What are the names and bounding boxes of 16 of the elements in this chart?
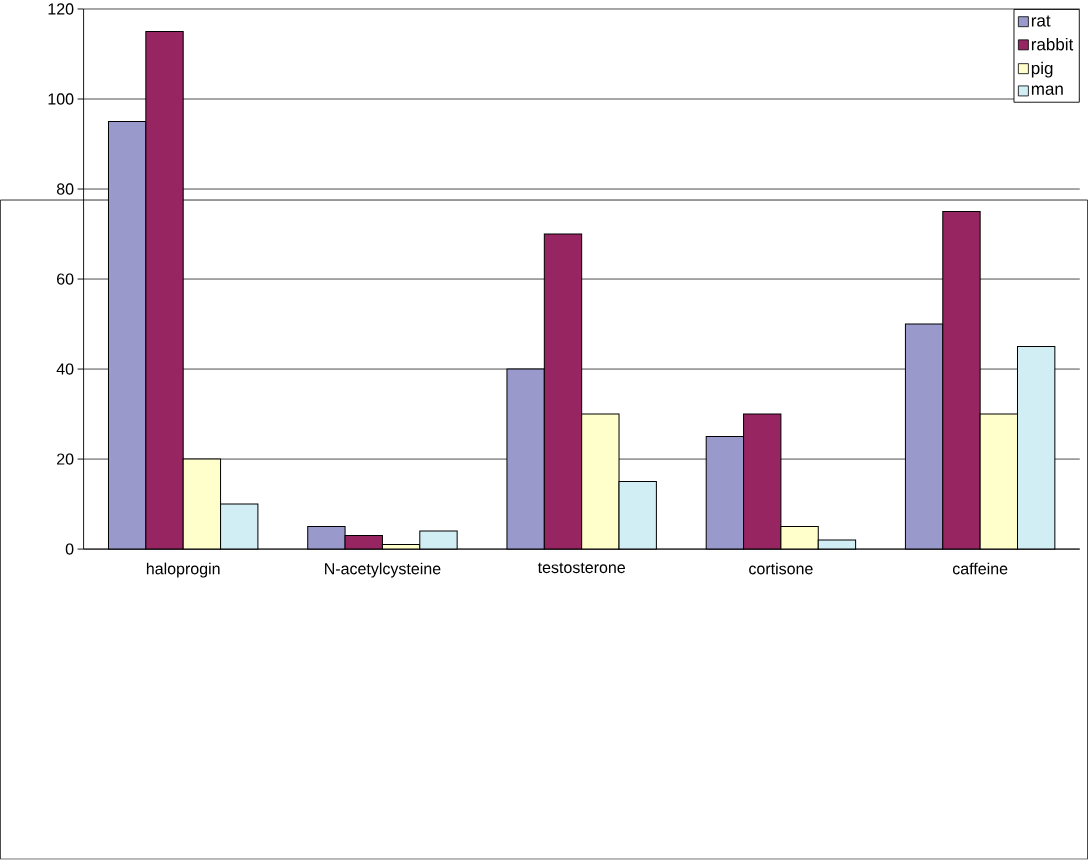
legend-label: man [1031, 85, 1063, 96]
legend-label: rabbit [1031, 38, 1074, 51]
legend-label: rat [1031, 15, 1051, 27]
y-tick-label: 60 [57, 273, 74, 285]
x-tick-label: N-acetylcysteine [325, 562, 441, 578]
y-tick-label: 40 [56, 363, 74, 375]
y-tick-label: 20 [57, 453, 74, 465]
y-tick-label: 0 [65, 543, 74, 555]
x-tick-label: caffeine [952, 562, 1008, 575]
y-tick-label: 100 [48, 93, 74, 105]
x-tick-label: haloprogin [146, 562, 220, 578]
x-tick-label: testosterone [537, 562, 625, 574]
y-tick-label: 80 [56, 183, 74, 195]
legend-label: pig [1031, 61, 1053, 78]
y-tick-label: 120 [48, 3, 74, 15]
x-tick-label: cortisone [749, 562, 813, 575]
